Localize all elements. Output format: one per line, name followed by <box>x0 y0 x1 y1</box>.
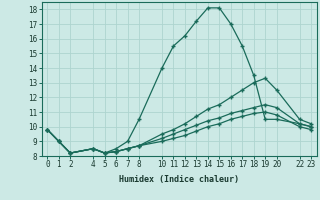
X-axis label: Humidex (Indice chaleur): Humidex (Indice chaleur) <box>119 175 239 184</box>
